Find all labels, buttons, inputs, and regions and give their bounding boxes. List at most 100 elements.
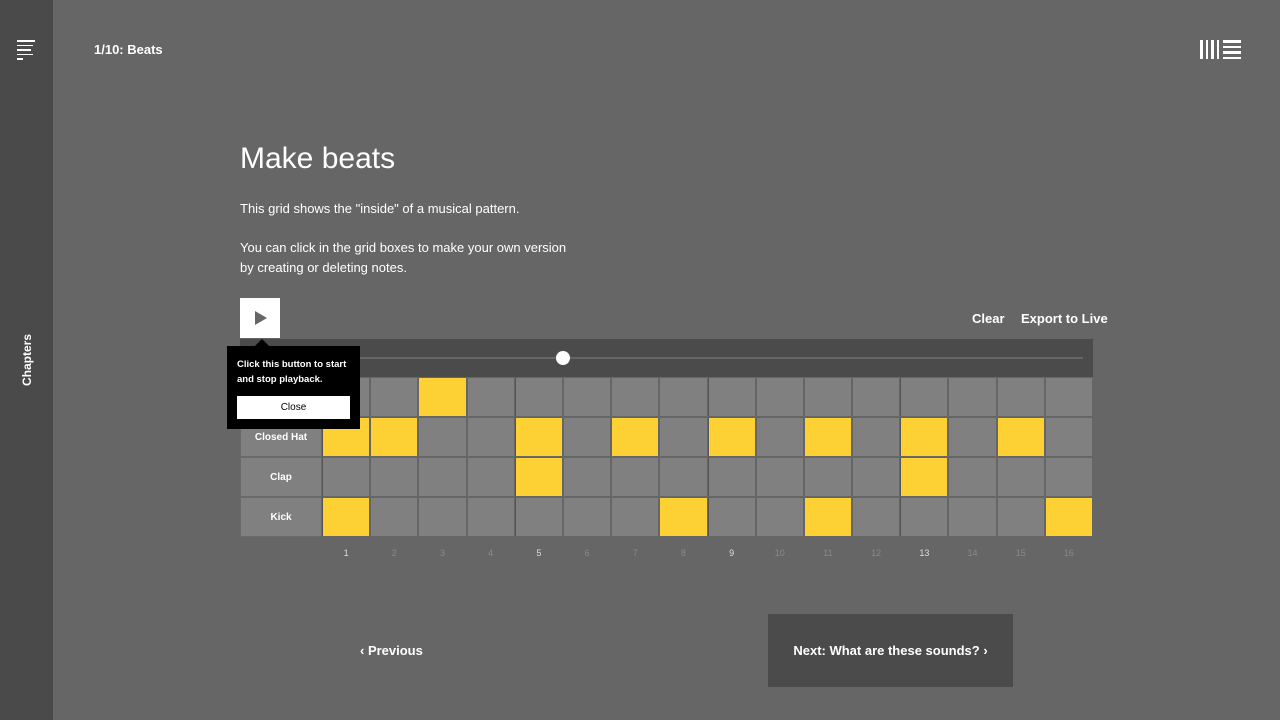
export-to-live-button[interactable]: Export to Live (1021, 311, 1108, 326)
step-cell[interactable] (707, 457, 756, 497)
step-cell[interactable] (755, 417, 804, 457)
slider-track[interactable] (340, 357, 1083, 359)
step-cell[interactable] (852, 497, 901, 537)
step-cell[interactable] (755, 497, 804, 537)
step-cell[interactable] (948, 457, 997, 497)
step-cell[interactable] (514, 497, 563, 537)
step-number: 9 (729, 548, 735, 558)
step-cell[interactable] (322, 497, 371, 537)
clear-button[interactable]: Clear (972, 311, 1005, 326)
step-cell[interactable] (900, 377, 949, 417)
step-cell[interactable] (514, 417, 563, 457)
step-cell[interactable] (707, 497, 756, 537)
step-number: 10 (774, 548, 785, 558)
step-cell[interactable] (1044, 497, 1093, 537)
step-cell[interactable] (659, 417, 708, 457)
menu-icon[interactable] (17, 40, 35, 60)
step-cell[interactable] (659, 457, 708, 497)
step-cell[interactable] (611, 457, 660, 497)
step-cell[interactable] (852, 457, 901, 497)
step-number: 7 (632, 548, 638, 558)
step-cell[interactable] (611, 417, 660, 457)
playback-tooltip: Click this button to start and stop play… (227, 339, 360, 429)
step-cell[interactable] (418, 497, 467, 537)
step-cell[interactable] (755, 377, 804, 417)
previous-button[interactable]: ‹ Previous (360, 643, 423, 658)
step-cell[interactable] (514, 377, 563, 417)
step-cell[interactable] (562, 457, 612, 497)
step-cell[interactable] (466, 377, 515, 417)
step-cell[interactable] (370, 457, 419, 497)
step-cell[interactable] (803, 457, 853, 497)
step-cell[interactable] (803, 417, 853, 457)
step-cell[interactable] (900, 457, 949, 497)
step-number: 1 (343, 548, 349, 558)
step-cell[interactable] (466, 457, 515, 497)
play-button[interactable] (240, 298, 280, 338)
ableton-logo[interactable] (1200, 40, 1241, 59)
step-number: 15 (1015, 548, 1026, 558)
step-cell[interactable] (562, 377, 612, 417)
step-cell[interactable] (659, 377, 708, 417)
step-cell[interactable] (418, 377, 467, 417)
step-number: 6 (584, 548, 590, 558)
step-sequencer-grid: Closed Hat Clap Kick (240, 377, 1093, 537)
step-cell[interactable] (803, 497, 853, 537)
step-number: 13 (919, 548, 930, 558)
step-cell[interactable] (900, 497, 949, 537)
step-cell[interactable] (948, 497, 997, 537)
step-cell[interactable] (370, 417, 419, 457)
step-cell[interactable] (803, 377, 853, 417)
next-button[interactable]: Next: What are these sounds? › (768, 614, 1013, 687)
step-cell[interactable] (418, 417, 467, 457)
step-cell[interactable] (996, 377, 1045, 417)
step-cell[interactable] (707, 377, 756, 417)
step-cell[interactable] (852, 377, 901, 417)
step-cell[interactable] (514, 457, 563, 497)
step-cell[interactable] (659, 497, 708, 537)
playhead-slider[interactable] (240, 339, 1093, 377)
step-cell[interactable] (1044, 457, 1093, 497)
step-number: 16 (1063, 548, 1074, 558)
step-number: 11 (823, 548, 833, 558)
step-cell[interactable] (466, 417, 515, 457)
step-cell[interactable] (611, 377, 660, 417)
step-number: 8 (680, 548, 686, 558)
step-cell[interactable] (322, 457, 371, 497)
step-number: 4 (488, 548, 494, 558)
row-label[interactable]: Clap (240, 457, 322, 497)
step-cell[interactable] (1044, 417, 1093, 457)
chapters-sidebar[interactable]: Chapters (0, 0, 53, 720)
breadcrumb: 1/10: Beats (94, 42, 163, 57)
instructions-text: You can click in the grid boxes to make … (240, 240, 567, 275)
step-cell[interactable] (948, 377, 997, 417)
step-number: 14 (967, 548, 978, 558)
row-label[interactable]: Kick (240, 497, 322, 537)
chapters-label[interactable]: Chapters (20, 333, 34, 387)
step-cell[interactable] (996, 417, 1045, 457)
step-cell[interactable] (611, 497, 660, 537)
step-cell[interactable] (418, 457, 467, 497)
slider-knob[interactable] (555, 351, 570, 365)
step-cell[interactable] (996, 457, 1045, 497)
sequencer-row (240, 377, 1093, 417)
step-number: 3 (439, 548, 445, 558)
step-cell[interactable] (996, 497, 1045, 537)
intro-text: This grid shows the "inside" of a musica… (240, 201, 520, 216)
step-cell[interactable] (1044, 377, 1093, 417)
step-cell[interactable] (562, 497, 612, 537)
step-cell[interactable] (755, 457, 804, 497)
step-cell[interactable] (948, 417, 997, 457)
step-cell[interactable] (852, 417, 901, 457)
step-cell[interactable] (707, 417, 756, 457)
step-cell[interactable] (562, 417, 612, 457)
sequencer-row: Closed Hat (240, 417, 1093, 457)
step-number: 2 (391, 548, 397, 558)
step-cell[interactable] (370, 497, 419, 537)
step-cell[interactable] (466, 497, 515, 537)
page-title: Make beats (240, 142, 396, 175)
tooltip-close-button[interactable]: Close (237, 396, 350, 419)
step-cell[interactable] (370, 377, 419, 417)
step-cell[interactable] (900, 417, 949, 457)
sequencer-row: Kick (240, 497, 1093, 537)
